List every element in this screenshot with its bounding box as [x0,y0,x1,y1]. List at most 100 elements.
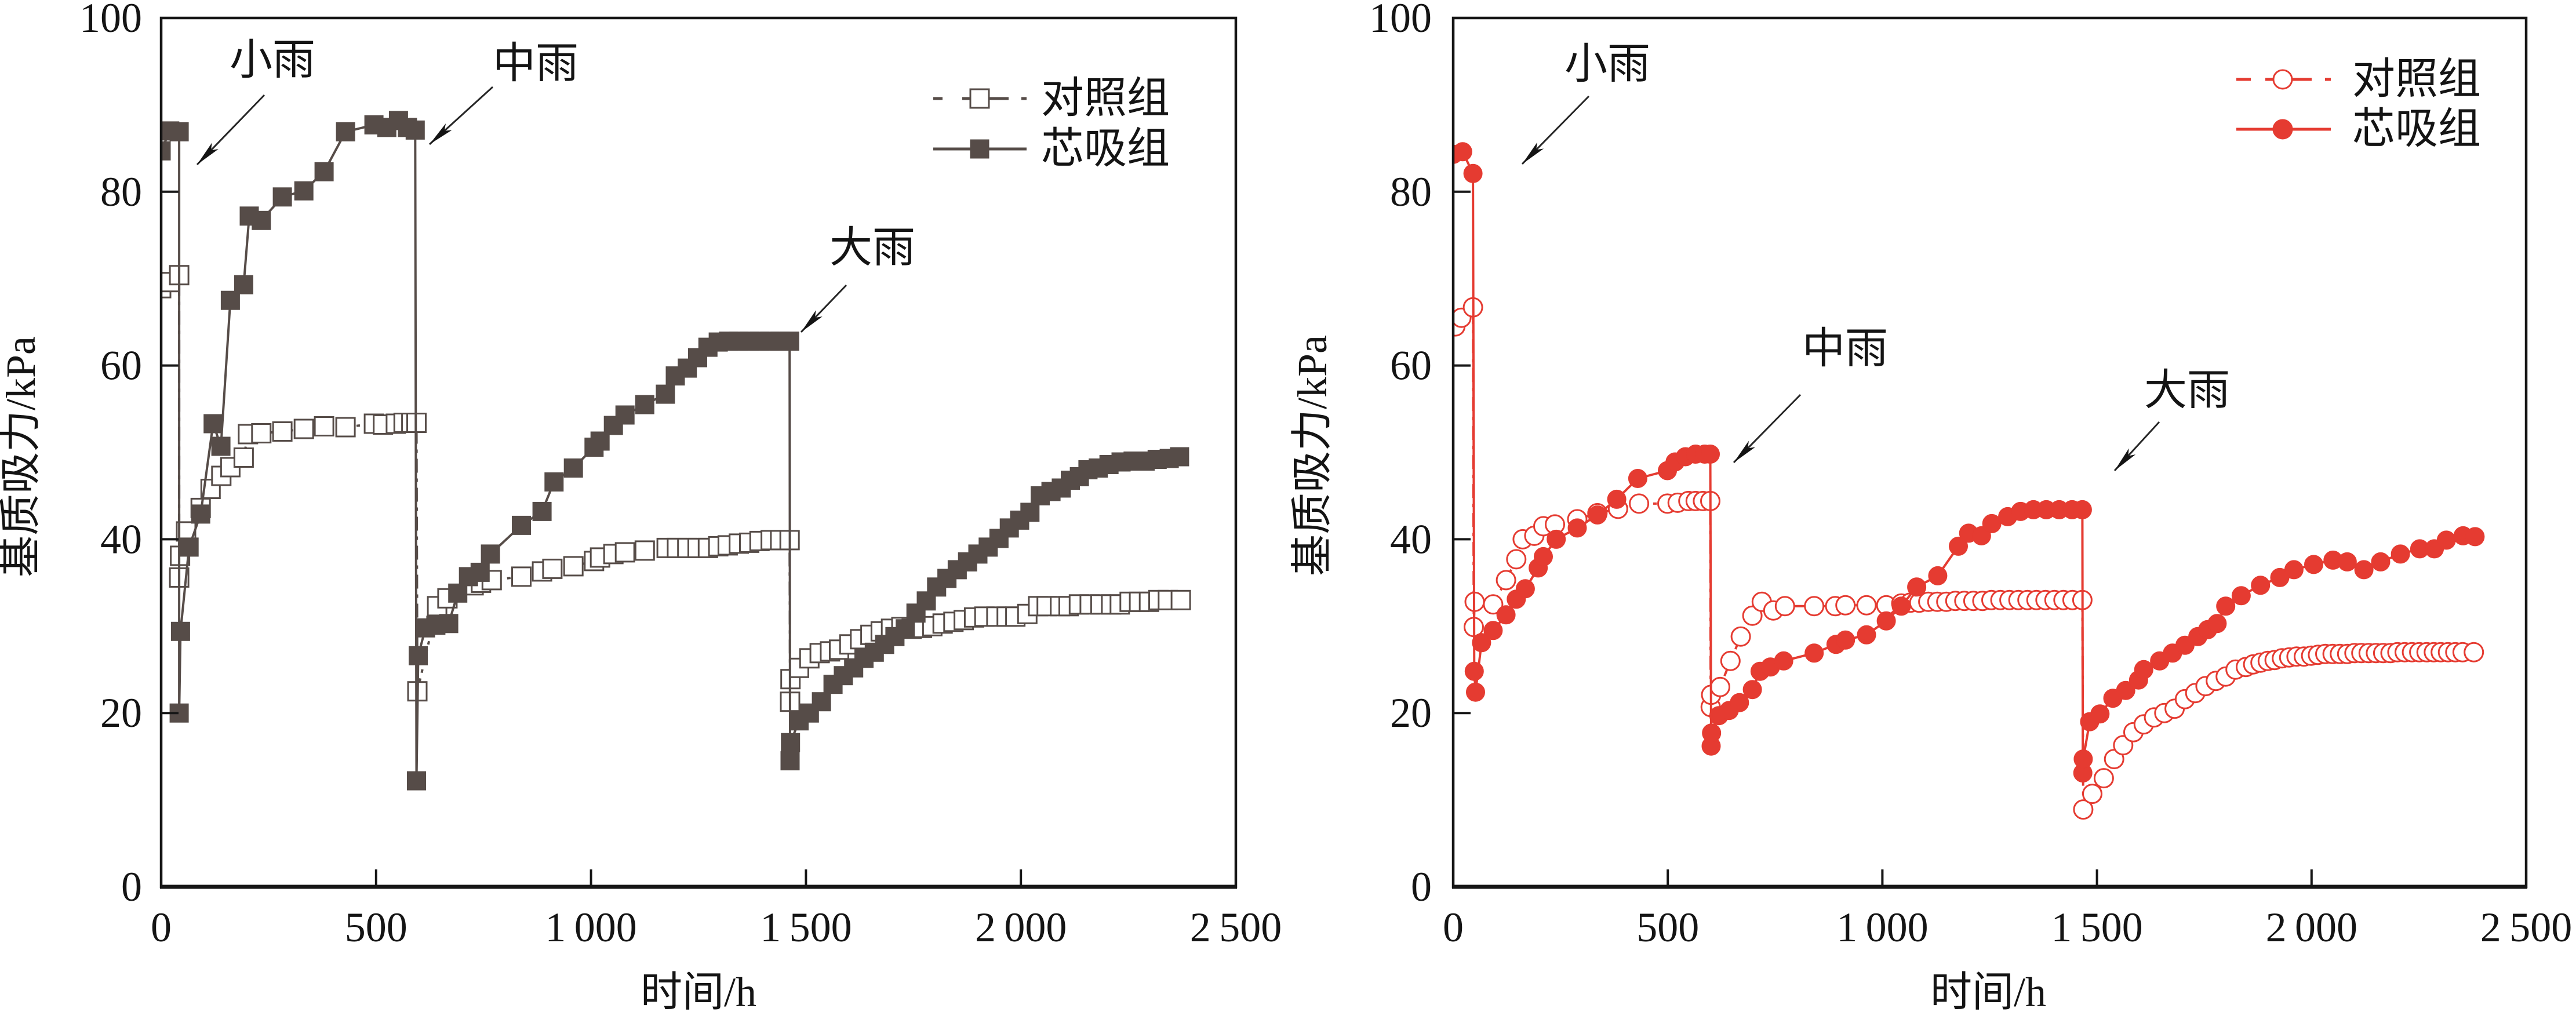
arrow-icon [1521,95,1590,165]
arrow-icon [2113,421,2160,472]
data-point-wicking [481,544,500,564]
legend-right: 对照组 芯吸组 [2236,56,2481,153]
chart-right: 0 500 1 000 1 500 2 000 2 500 0 20 40 60 80 100 时间/… [1289,0,2572,1012]
data-point-control [1629,493,1650,514]
annotation-light-rain-left: 小雨 [196,37,315,166]
arrow-icon [428,86,494,145]
annotation-moderate-rain-right: 中雨 [1733,325,1888,464]
data-point-wicking [1496,605,1516,625]
legend-label-control: 对照组 [1041,75,1170,122]
open-circle-marker-icon [2272,69,2293,90]
annotation-heavy-rain-left: 大雨 [800,224,915,333]
data-point-control [293,418,314,439]
legend-left: 对照组 芯吸组 [933,75,1170,173]
legend-item-wicking: 芯吸组 [2236,105,2481,153]
arrow-icon [196,94,265,166]
data-point-wicking [211,436,231,456]
legend-item-control: 对照组 [933,75,1170,122]
annotation-label: 大雨 [2144,367,2230,414]
annotation-label: 小雨 [230,37,315,84]
data-point-control [272,421,293,442]
data-point-wicking [1472,633,1491,653]
data-point-wicking [2207,614,2227,634]
annotation-label: 中雨 [493,40,578,88]
data-point-control [1856,595,1877,616]
x-tick-label: 500 [345,904,407,951]
data-point-wicking [470,562,490,582]
data-point-wicking [1857,625,1876,645]
data-point-wicking [2465,527,2485,547]
data-point-wicking [780,751,800,771]
data-point-wicking [191,504,210,524]
x-tick-label: 0 [1443,904,1464,951]
data-point-wicking [169,703,189,723]
data-point-control [614,542,635,563]
annotation-heavy-rain-right: 大雨 [2113,367,2230,472]
data-point-wicking [169,122,189,141]
data-point-wicking [1464,661,1484,681]
data-point-wicking [407,771,426,791]
data-point-wicking [1876,611,1896,631]
data-point-wicking [2073,749,2093,769]
annotation-light-rain-right: 小雨 [1521,41,1650,165]
data-point-control [1730,626,1751,647]
axes-right: 0 500 1 000 1 500 2 000 2 500 0 20 40 60 80 100 [1369,0,2572,951]
data-point-wicking [544,472,564,492]
data-point-control [2082,784,2102,804]
y-tick-label: 100 [79,0,142,41]
annotation-moderate-rain-left: 中雨 [428,40,578,145]
arrow-icon [800,284,847,333]
data-point-wicking [2354,560,2374,580]
data-point-control [1774,596,1795,617]
data-point-wicking [1742,680,1762,700]
y-axis-title-left: 基质吸力/kPa [0,336,44,577]
data-point-wicking [439,614,459,634]
data-point-control [1742,605,1763,626]
data-point-wicking [405,120,425,140]
series-wicking [161,111,1189,791]
data-point-wicking [2216,596,2236,616]
data-point-wicking [512,515,531,535]
series-line-wicking [161,119,1180,782]
data-point-control [2073,799,2094,820]
data-point-wicking [1547,529,1566,549]
data-point-wicking [1453,142,1472,162]
data-point-wicking [532,501,552,521]
x-tick-label: 1 000 [1836,904,1928,951]
data-point-wicking [635,395,654,414]
plot-area-right [1453,142,2485,820]
data-point-control [1720,650,1741,671]
data-point-wicking [272,187,292,207]
x-tick-label: 2 000 [975,904,1067,951]
data-point-wicking [1628,469,1647,488]
data-point-wicking [2436,530,2456,550]
series-line-control [161,274,1181,703]
data-point-wicking [170,621,190,641]
data-point-control [1835,595,1856,616]
data-point-wicking [1774,651,1793,671]
data-point-wicking [1567,518,1587,538]
data-point-wicking [409,646,428,665]
y-tick-label: 80 [100,169,142,215]
data-point-control [1506,549,1527,570]
data-point-wicking [2284,560,2304,580]
data-point-wicking [294,181,314,201]
y-tick-label: 60 [1390,343,1432,389]
data-point-wicking [2134,660,2153,679]
legend-label-wicking: 芯吸组 [1041,125,1170,173]
annotation-label: 小雨 [1564,41,1650,88]
filled-circle-marker-icon [2272,119,2293,140]
data-point-wicking [161,141,171,161]
data-point-wicking [1588,505,1607,525]
data-point-wicking [2116,680,2135,700]
data-point-wicking [2391,544,2410,564]
data-point-wicking [1534,547,1553,566]
data-point-wicking [1982,514,2002,533]
data-point-control [335,417,356,438]
data-point-wicking [1463,163,1483,183]
data-point-wicking [203,414,223,434]
x-tick-label: 0 [151,904,172,951]
annotation-label: 大雨 [829,224,915,272]
data-point-wicking [1020,503,1040,522]
